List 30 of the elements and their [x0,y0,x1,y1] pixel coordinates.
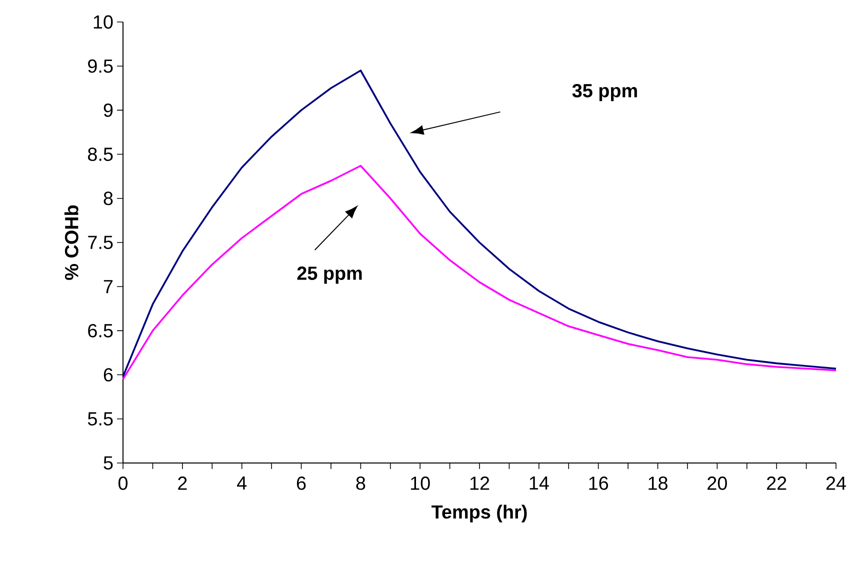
x-tick-label: 24 [826,476,846,490]
x-tick-label: 6 [296,476,306,490]
x-tick-label: 14 [530,476,549,490]
y-tick-label: 10 [94,15,113,29]
x-tick-label: 22 [767,476,786,490]
x-tick-label: 10 [411,476,430,490]
y-tick-label: 9.5 [88,59,113,73]
y-tick-label: 6.5 [88,324,113,338]
y-tick-label: 5 [104,456,113,470]
y-tick-label: 8.5 [88,148,113,161]
y-tick-label: 9 [104,103,113,117]
y-tick-label: 7 [104,280,113,294]
y-tick-label: 8 [104,192,113,206]
x-tick-label: 8 [356,476,366,490]
x-tick-label: 0 [118,476,128,490]
y-tick-label: 5.5 [88,412,113,426]
annotation: 35 ppm [572,84,637,102]
y-tick-label: 7.5 [88,236,113,250]
x-tick-label: 2 [178,476,187,490]
line-series [122,70,837,378]
x-tick-label: 12 [470,476,490,490]
x-tick-label: 16 [589,476,608,490]
y-axis-title: % COHb [64,205,78,280]
x-tick-label: 20 [708,476,727,490]
x-axis-title: Temps (hr) [432,504,527,522]
x-tick-label: 18 [648,476,668,490]
x-tick-label: 4 [237,476,247,490]
annotation: 25 ppm [297,266,362,284]
y-tick-label: 6 [104,368,113,382]
line-series [122,164,837,380]
